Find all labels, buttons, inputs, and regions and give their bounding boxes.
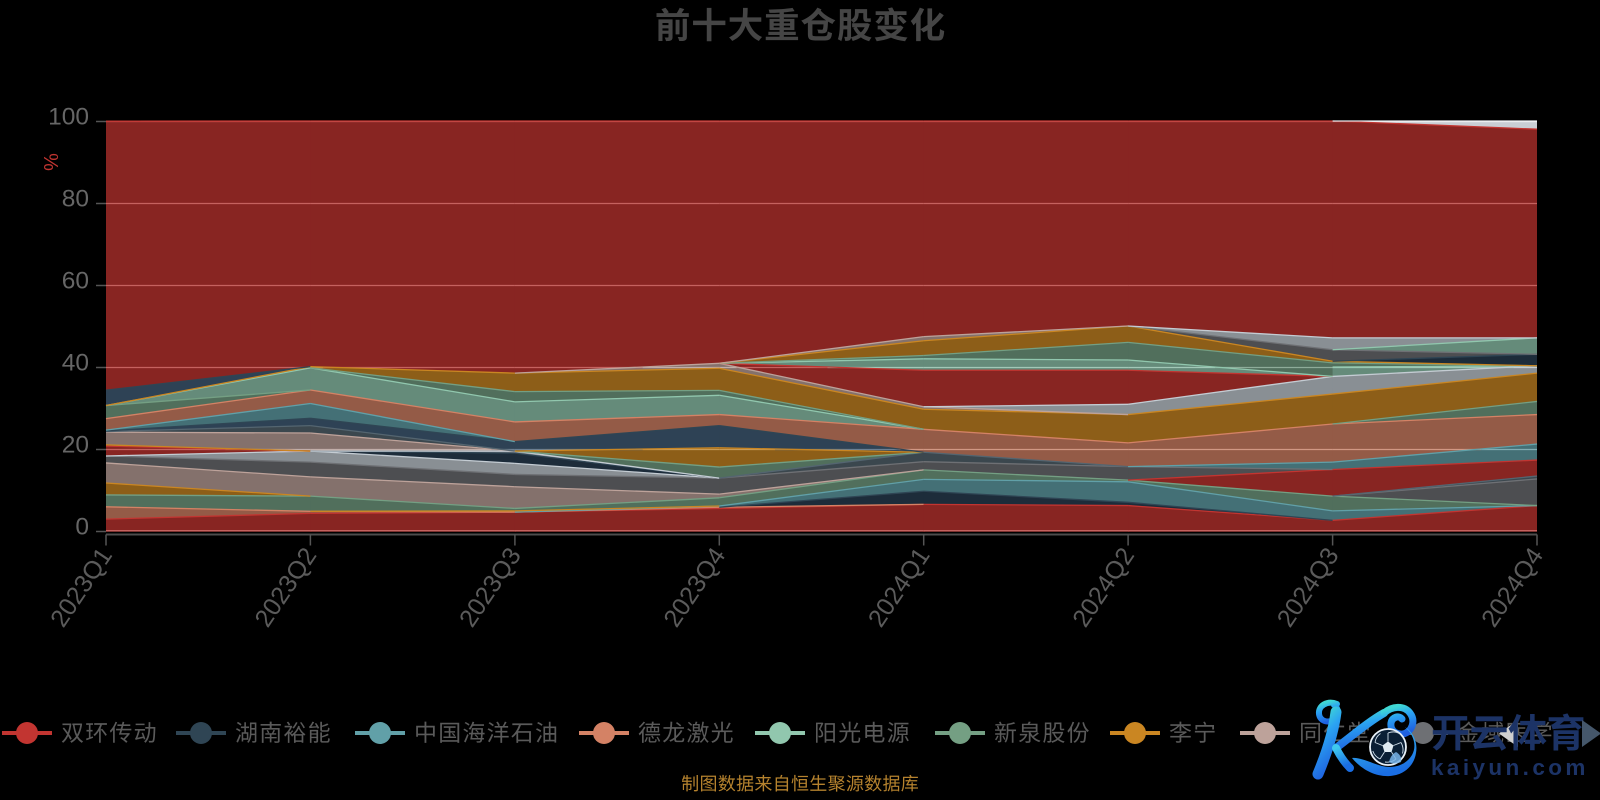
svg-text:100: 100 xyxy=(48,103,89,130)
svg-text:80: 80 xyxy=(62,185,89,212)
svg-text:20: 20 xyxy=(62,431,89,458)
svg-text:kaiyun.com: kaiyun.com xyxy=(1431,755,1589,780)
svg-text:0: 0 xyxy=(75,513,89,540)
svg-text:60: 60 xyxy=(62,267,89,294)
svg-text:%: % xyxy=(39,153,61,171)
svg-text:40: 40 xyxy=(62,349,89,376)
